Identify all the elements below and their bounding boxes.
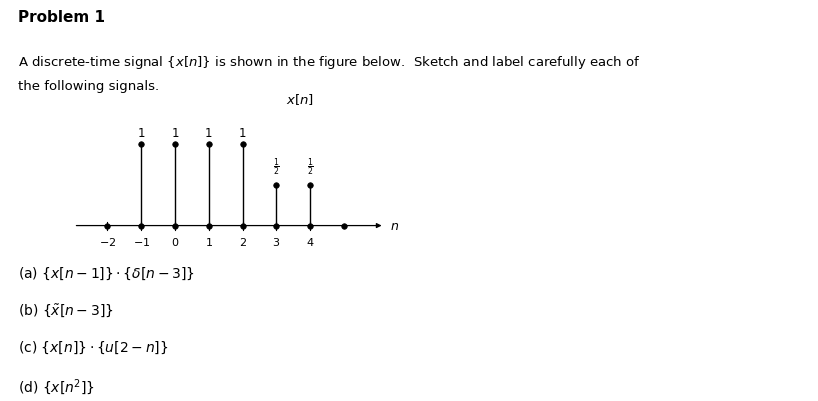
Text: 1: 1 <box>171 126 178 139</box>
Text: the following signals.: the following signals. <box>18 80 160 93</box>
Text: (c) $\{x[n]\}\cdot\{u[2-n]\}$: (c) $\{x[n]\}\cdot\{u[2-n]\}$ <box>18 339 169 355</box>
Text: (d) $\{x[n^2]\}$: (d) $\{x[n^2]\}$ <box>18 376 95 395</box>
Text: $\frac{1}{2}$: $\frac{1}{2}$ <box>307 156 313 177</box>
Text: 1: 1 <box>205 126 213 139</box>
Text: (b) $\{\tilde{x}[n-3]\}$: (b) $\{\tilde{x}[n-3]\}$ <box>18 302 114 318</box>
Text: Problem 1: Problem 1 <box>18 10 105 25</box>
Text: 1: 1 <box>137 126 145 139</box>
Text: (a) $\{x[n-1]\}\cdot\{\delta[n-3]\}$: (a) $\{x[n-1]\}\cdot\{\delta[n-3]\}$ <box>18 265 195 281</box>
Text: 1: 1 <box>239 126 246 139</box>
Text: $x[n]$: $x[n]$ <box>286 92 314 107</box>
Text: $2$: $2$ <box>239 236 246 248</box>
Text: $-1$: $-1$ <box>133 236 150 248</box>
Text: $\frac{1}{2}$: $\frac{1}{2}$ <box>273 156 280 177</box>
Text: $4$: $4$ <box>306 236 314 248</box>
Text: $0$: $0$ <box>171 236 179 248</box>
Text: $1$: $1$ <box>204 236 213 248</box>
Text: $-2$: $-2$ <box>99 236 116 248</box>
Text: $3$: $3$ <box>272 236 281 248</box>
Text: A discrete-time signal $\{x[n]\}$ is shown in the figure below.  Sketch and labe: A discrete-time signal $\{x[n]\}$ is sho… <box>18 54 640 71</box>
Text: $n$: $n$ <box>389 219 398 233</box>
